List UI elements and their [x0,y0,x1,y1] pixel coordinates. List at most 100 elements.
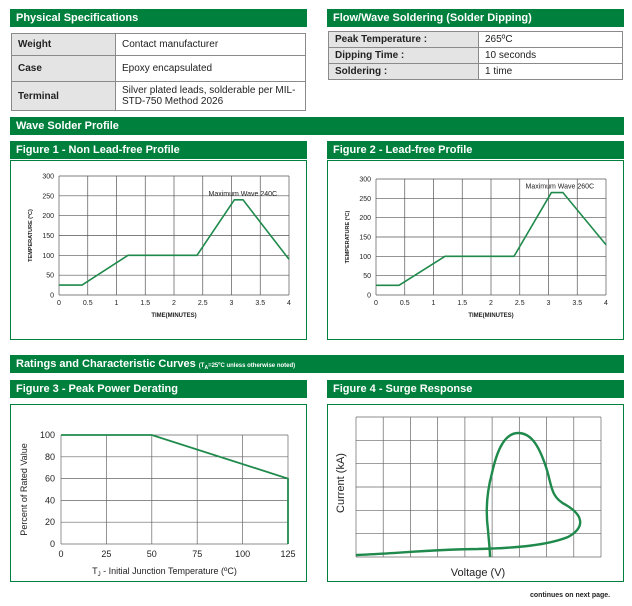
x-tick-label: 4 [604,300,608,307]
y-tick-label: 50 [363,273,371,280]
y-tick-label: 100 [359,254,371,261]
table-row: Dipping Time : 10 seconds [328,47,623,64]
x-tick-label: 2.5 [515,300,525,307]
x-tick-label: 1.5 [457,300,467,307]
x-tick-label: 3.5 [255,300,265,307]
table-row: Case Epoxy encapsulated [11,55,306,82]
max-wave-annotation: Maximum Wave 240C [209,191,278,198]
x-tick-label: 4 [287,300,291,307]
ratings-header: Ratings and Characteristic Curves (TA=25… [10,355,624,373]
surge-response-curve [355,431,582,558]
fig3-title: Figure 3 - Peak Power Derating [10,380,307,398]
ratings-sub-pre: (T [198,363,205,369]
table-row: Terminal Silver plated leads, solderable… [11,81,306,111]
wave-solder-profile-header: Wave Solder Profile [10,117,624,135]
ratings-sub-post: =25ºC unless otherwise noted) [208,363,296,369]
spec-value: 10 seconds [478,47,623,64]
x-tick-label: 2.5 [198,300,208,307]
ratings-sub-sub: A [204,365,209,372]
table-row: Soldering : 1 time [328,63,623,80]
x-tick-label: 0 [58,549,63,559]
y-tick-label: 200 [42,213,54,220]
x-tick-label: 3.5 [572,300,582,307]
temperature-profile-line [376,191,607,287]
x-tick-label: 0 [57,300,61,307]
fig1-frame: 0 0.5 1 1.5 2 2.5 3 3.5 4 0 50 100 150 200 250 300 Maxim… [10,160,307,340]
spec-label: Terminal [11,81,116,111]
y-axis-label: Current (kA) [335,453,347,513]
table-row: Weight Contact manufacturer [11,33,306,56]
flow-soldering-header: Flow/Wave Soldering (Solder Dipping) [327,9,624,27]
fig4-title: Figure 4 - Surge Response [327,380,624,398]
spec-value: Contact manufacturer [115,33,306,56]
y-tick-label: 100 [42,253,54,260]
x-tick-label: 2 [489,300,493,307]
x-tick-label: 50 [147,549,157,559]
y-tick-label: 50 [46,273,54,280]
spec-label: Dipping Time : [328,47,479,64]
derating-curve [61,434,289,544]
spec-label: Weight [11,33,116,56]
y-tick-label: 300 [42,174,54,181]
x-tick-label: 0.5 [400,300,410,307]
spec-value: 1 time [478,63,623,80]
spec-value: Silver plated leads, solderable per MIL-… [115,81,306,111]
physical-spec-table: Weight Contact manufacturer Case Epoxy e… [11,33,306,111]
spec-label: Peak Temperature : [328,31,479,48]
fig3-chart: 0 25 50 75 100 125 0 20 40 60 80 100 TJ - Initial Ju… [19,430,296,578]
x-tick-label: 1 [115,300,119,307]
y-tick-label: 80 [45,452,55,462]
spec-value: 265ºC [478,31,623,48]
y-tick-label: 250 [42,193,54,200]
ratings-title: Ratings and Characteristic Curves [16,358,196,370]
fig4-chart: Voltage (V) Current (kA) [335,416,602,579]
x-axis-label: TIME(MINUTES) [151,313,196,319]
x-tick-label: 0 [374,300,378,307]
y-axis-label: TEMPERATURE (ºC) [345,211,351,264]
x-axis-label: Voltage (V) [451,567,505,579]
fig1-title: Figure 1 - Non Lead-free Profile [10,141,307,159]
y-tick-label: 20 [45,517,55,527]
fig4-frame: Voltage (V) Current (kA) [327,404,624,582]
x-tick-label: 125 [280,549,295,559]
x-tick-label: 0.5 [83,300,93,307]
temperature-profile-line [59,198,290,286]
fig2-frame: 0 0.5 1 1.5 2 2.5 3 3.5 4 0 50 100 150 200 250 300 Maxim… [327,160,624,340]
y-tick-label: 200 [359,215,371,222]
flow-soldering-table: Peak Temperature : 265ºC Dipping Time : … [328,31,623,80]
ratings-subtitle: (TA=25ºC unless otherwise noted) [198,363,296,372]
x-tick-label: 100 [235,549,250,559]
physical-spec-header: Physical Specifications [10,9,307,27]
x-tick-label: 2 [172,300,176,307]
fig2-chart: 0 0.5 1 1.5 2 2.5 3 3.5 4 0 50 100 150 200 250 300 Maxim… [345,177,608,320]
y-tick-label: 150 [359,235,371,242]
x-axis-label: TIME(MINUTES) [468,313,513,319]
table-row: Peak Temperature : 265ºC [328,31,623,48]
x-tick-label: 3 [547,300,551,307]
y-axis-label: Percent of Rated Value [19,443,29,535]
fig2-title: Figure 2 - Lead-free Profile [327,141,624,159]
y-tick-label: 150 [42,233,54,240]
x-tick-label: 75 [192,549,202,559]
spec-value: Epoxy encapsulated [115,55,306,82]
y-tick-label: 0 [367,293,371,300]
spec-label: Case [11,55,116,82]
continues-note: continues on next page. [530,592,611,599]
spec-label: Soldering : [328,63,479,80]
x-axis-label: TJ - Initial Junction Temperature (ºC) [92,566,237,578]
x-tick-label: 3 [230,300,234,307]
fig3-frame: 0 25 50 75 100 125 0 20 40 60 80 100 TJ - Initial Ju… [10,404,307,582]
y-tick-label: 0 [50,293,54,300]
x-tick-label: 1.5 [140,300,150,307]
x-tick-label: 25 [101,549,111,559]
max-wave-annotation: Maximum Wave 260C [526,184,595,191]
y-tick-label: 40 [45,495,55,505]
x-tick-label: 1 [432,300,436,307]
y-tick-label: 60 [45,474,55,484]
y-axis-label: TEMPERATURE (ºC) [28,209,34,262]
y-tick-label: 250 [359,196,371,203]
y-tick-label: 0 [50,539,55,549]
y-tick-label: 100 [40,430,55,440]
fig1-chart: 0 0.5 1 1.5 2 2.5 3 3.5 4 0 50 100 150 200 250 300 Maxim… [28,174,291,320]
y-tick-label: 300 [359,177,371,184]
